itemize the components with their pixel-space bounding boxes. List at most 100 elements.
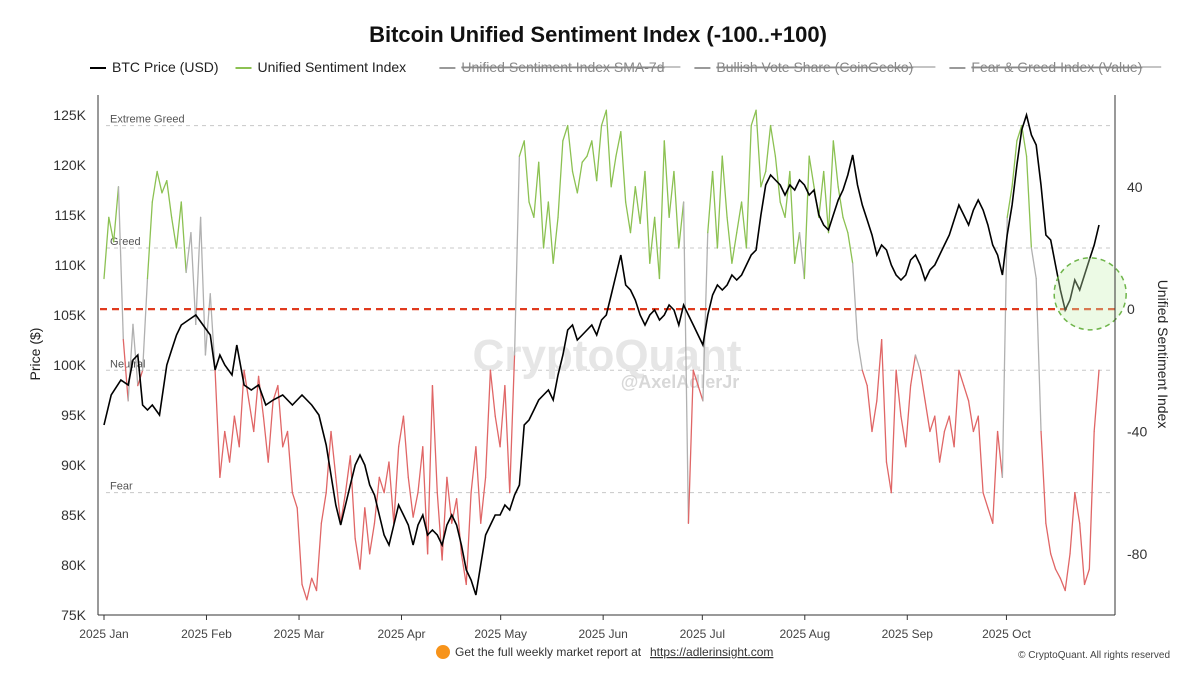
sentiment-segment <box>567 124 574 173</box>
sentiment-segment <box>591 140 598 182</box>
sentiment-segment <box>692 369 699 387</box>
sentiment-segment <box>702 231 709 402</box>
sentiment-segment <box>383 461 390 494</box>
sentiment-segment <box>629 186 636 234</box>
sentiment-segment <box>257 375 265 417</box>
sentiment-segment <box>596 124 603 182</box>
sentiment-segment <box>943 415 950 433</box>
sentiment-segment <box>407 476 414 518</box>
sentiment-segment <box>895 369 902 417</box>
sentiment-segment <box>243 369 250 402</box>
x-tick-label: 2025 Jun <box>578 627 627 641</box>
sentiment-segment <box>837 186 844 219</box>
sentiment-segment <box>745 124 752 249</box>
sentiment-segment <box>750 109 757 127</box>
right-tick-label: 40 <box>1127 179 1143 195</box>
sentiment-segment <box>832 140 839 188</box>
sentiment-segment <box>180 201 187 274</box>
x-axis: 2025 Jan 2025 Feb 2025 Mar 2025 Apr 2025 May… <box>79 614 1115 641</box>
left-tick-label: 105K <box>53 307 86 323</box>
sentiment-segment <box>948 415 955 448</box>
sentiment-segment <box>586 140 593 157</box>
legend: BTC Price (USD) Unified Sentiment Index Un… <box>90 59 1162 75</box>
sentiment-segment <box>769 124 777 157</box>
sentiment-segment <box>451 498 458 524</box>
sentiment-segment <box>866 384 873 433</box>
sentiment-segment <box>1021 124 1028 157</box>
left-tick-label: 85K <box>61 507 87 523</box>
sentiment-segment <box>1025 155 1033 249</box>
sentiment-segment <box>465 491 472 586</box>
sentiment-segment <box>552 216 559 264</box>
band-label: Neutral <box>110 358 145 370</box>
sentiment-series <box>103 109 1100 601</box>
left-tick-label: 125K <box>53 107 86 123</box>
x-tick-label: 2025 Sep <box>882 627 934 641</box>
sentiment-segment <box>141 277 149 371</box>
sentiment-segment <box>1011 140 1018 188</box>
sentiment-segment <box>542 201 550 249</box>
left-tick-label: 80K <box>61 557 87 573</box>
sentiment-segment <box>475 446 482 524</box>
sentiment-segment <box>267 400 274 463</box>
sentiment-segment <box>687 369 694 524</box>
sentiment-segment <box>682 201 690 524</box>
sentiment-segment <box>740 201 748 249</box>
x-tick-label: 2025 Mar <box>274 627 325 641</box>
sentiment-segment <box>668 170 675 219</box>
btc-price-line <box>103 112 1100 596</box>
sentiment-segment <box>958 369 965 387</box>
sentiment-segment <box>861 369 868 387</box>
sentiment-segment <box>190 231 197 326</box>
footer-link[interactable]: https://adlerinsight.com <box>650 645 773 659</box>
sentiment-segment <box>499 384 506 448</box>
sentiment-segment <box>818 170 825 219</box>
sentiment-segment <box>161 179 168 194</box>
left-tick-label: 120K <box>53 157 86 173</box>
sentiment-segment <box>880 339 888 463</box>
right-axis: 40 0 -40 -80 <box>1114 95 1147 615</box>
sentiment-segment <box>610 155 617 188</box>
sentiment-segment <box>441 476 448 561</box>
watermark-text: CryptoQuant <box>473 331 742 380</box>
sentiment-segment <box>620 131 627 203</box>
sentiment-segment <box>311 577 318 592</box>
sentiment-segment <box>562 124 569 142</box>
legend-item: Unified Sentiment Index <box>258 59 407 75</box>
sentiment-segment <box>431 384 438 494</box>
sentiment-segment <box>117 186 124 341</box>
sentiment-segment <box>760 170 767 188</box>
sentiment-segment <box>856 339 863 371</box>
sentiment-segment <box>214 369 221 479</box>
sentiment-segment <box>605 109 612 188</box>
sentiment-segment <box>658 140 665 280</box>
sentiment-segment <box>480 476 487 524</box>
left-tick-label: 110K <box>54 257 86 273</box>
sentiment-segment <box>509 354 516 494</box>
sentiment-segment <box>779 201 786 219</box>
sentiment-segment <box>306 577 313 601</box>
sentiment-segment <box>842 216 849 234</box>
sentiment-segment <box>330 430 337 479</box>
sentiment-segment <box>774 155 781 203</box>
sentiment-segment <box>494 415 501 448</box>
sentiment-segment <box>547 201 554 264</box>
sentiment-segment <box>393 446 400 524</box>
sentiment-segment <box>953 369 960 448</box>
sentiment-segment <box>1050 553 1057 570</box>
sentiment-segment <box>557 140 564 219</box>
copyright: © CryptoQuant. All rights reserved <box>1018 650 1170 661</box>
sentiment-segment <box>697 384 704 402</box>
sentiment-segment <box>600 109 607 127</box>
sentiment-segment <box>924 400 931 433</box>
right-tick-label: -40 <box>1127 423 1147 439</box>
sentiment-segment <box>1069 491 1076 555</box>
sentiment-segment <box>426 384 434 555</box>
sentiment-segment <box>707 170 714 234</box>
right-axis-title: Unified Sentiment Index <box>1155 280 1171 429</box>
left-tick-label: 95K <box>61 407 87 423</box>
legend-item: BTC Price (USD) <box>112 59 219 75</box>
sentiment-segment <box>151 170 158 203</box>
sentiment-segment <box>871 400 878 433</box>
